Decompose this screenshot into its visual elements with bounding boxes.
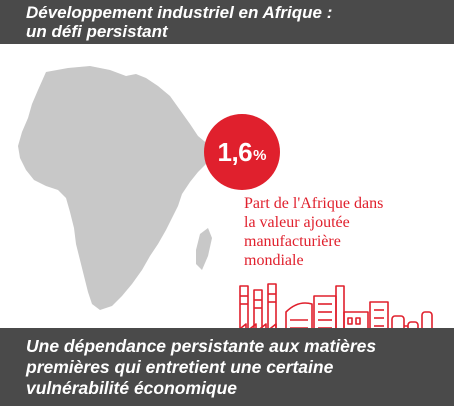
content-panel: 1,6 % Part de l'Afrique dans la valeur a… bbox=[0, 44, 454, 345]
title-line-1: Développement industriel en Afrique : bbox=[26, 3, 333, 22]
footer-banner: Une dépendance persistante aux matières … bbox=[0, 328, 454, 406]
stat-value: 1,6 bbox=[217, 136, 253, 167]
stat-unit: % bbox=[253, 146, 267, 164]
stat-badge: 1,6 % bbox=[204, 114, 280, 190]
title-banner: Développement industriel en Afrique : un… bbox=[0, 0, 454, 44]
stat-description: Part de l'Afrique dans la valeur ajoutée… bbox=[244, 194, 444, 270]
footer-line-2: premières qui entretient une certaine bbox=[26, 357, 334, 377]
footer-line-1: Une dépendance persistante aux matières bbox=[26, 336, 377, 356]
stat-description-line: manufacturière bbox=[244, 233, 341, 250]
africa-map-icon bbox=[18, 66, 216, 310]
title-line-2: un défi persistant bbox=[26, 22, 168, 41]
stat-description-line: Part de l'Afrique dans bbox=[244, 195, 384, 212]
footer-line-3: vulnérabilité économique bbox=[26, 378, 238, 398]
stat-description-line: la valeur ajoutée bbox=[244, 214, 350, 231]
stat-description-line: mondiale bbox=[244, 252, 304, 269]
